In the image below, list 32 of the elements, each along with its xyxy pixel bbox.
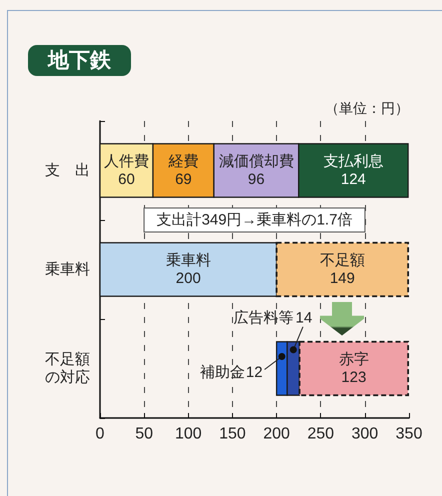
legend-label: 広告料等: [234, 309, 294, 326]
series-label: 不足額: [320, 252, 365, 269]
data-label: 124: [340, 171, 366, 188]
y-tick-label: 乗車料: [45, 261, 90, 278]
series-label: 赤字: [338, 351, 369, 368]
data-label: 123: [341, 369, 366, 386]
x-tick-label: 200: [263, 426, 290, 442]
data-label: 14: [296, 309, 312, 326]
data-label: 12: [246, 364, 263, 381]
series-label: 人件費: [104, 153, 149, 170]
y-tick-label: 不足額の対応: [45, 351, 90, 386]
x-tick-label: 50: [135, 426, 154, 442]
text: （単位：円）: [325, 100, 409, 116]
series-label: 支払利息: [323, 153, 384, 170]
data-label: 96: [248, 171, 265, 188]
data-label: 69: [175, 171, 192, 188]
x-tick-label: 300: [352, 426, 378, 442]
x-tick-label: 350: [396, 426, 422, 442]
chart-title: 地下鉄: [47, 49, 112, 72]
x-tick-label: 250: [307, 426, 334, 442]
y-tick-label: 支 出: [45, 162, 90, 179]
series-label: 乗車料: [166, 252, 211, 269]
data-label: 60: [118, 171, 135, 188]
annotation: 支出計349円→乗車料の1.7倍: [156, 212, 352, 228]
x-tick-label: 0: [96, 426, 105, 442]
text: 補助金: [200, 364, 246, 381]
series-label: 減価償却費: [218, 153, 294, 170]
x-tick-label: 150: [219, 426, 246, 442]
data-label: 200: [176, 270, 201, 287]
series-label: 経費: [167, 153, 198, 170]
x-tick-label: 100: [174, 426, 202, 442]
data-label: 149: [330, 270, 355, 287]
